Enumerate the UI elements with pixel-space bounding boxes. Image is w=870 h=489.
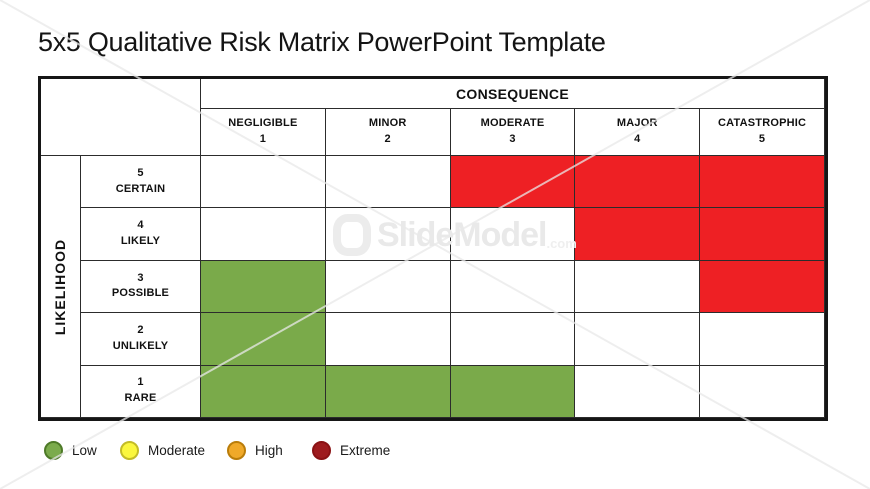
column-header-major: MAJOR 4 (575, 109, 701, 156)
row-name: UNLIKELY (112, 339, 169, 352)
column-name: CATASTROPHIC (718, 117, 807, 130)
legend-label: Extreme (340, 443, 391, 458)
corner-cell (41, 79, 201, 156)
column-number: 2 (384, 133, 391, 145)
row-name: LIKELY (120, 235, 161, 248)
row-number: 4 (137, 219, 144, 232)
matrix-cell-r3c1 (201, 260, 326, 314)
matrix-cell-r3c4 (575, 260, 701, 314)
legend-label: Low (72, 443, 97, 458)
legend-item-low: Low (44, 441, 97, 460)
column-header-negligible: NEGLIGIBLE 1 (201, 109, 326, 156)
row-header-certain: 5 CERTAIN (81, 156, 201, 209)
matrix-cell-r5c1 (201, 156, 326, 209)
matrix-cell-r3c5 (700, 260, 825, 314)
matrix-cell-r1c5 (700, 365, 825, 418)
matrix-cell-r1c4 (575, 365, 701, 418)
legend-item-extreme: Extreme (312, 441, 390, 460)
row-number: 1 (137, 376, 144, 389)
consequence-header: CONSEQUENCE (201, 79, 825, 109)
column-header-moderate: MODERATE 3 (450, 109, 576, 156)
column-header-minor: MINOR 2 (325, 109, 451, 156)
matrix-cell-r4c2 (325, 208, 451, 261)
matrix-cell-r4c1 (201, 208, 326, 261)
matrix-cell-r5c3 (450, 156, 576, 209)
matrix-cell-r1c2 (325, 365, 451, 418)
matrix-cell-r4c4 (575, 208, 701, 261)
row-number: 5 (137, 166, 144, 179)
column-number: 1 (259, 133, 267, 145)
matrix-cell-r1c1 (201, 365, 326, 418)
legend-item-high: High (227, 441, 283, 460)
matrix-cell-r4c5 (700, 208, 825, 261)
row-header-unlikely: 2 UNLIKELY (81, 313, 201, 366)
page-title: 5x5 Qualitative Risk Matrix PowerPoint T… (38, 27, 606, 57)
column-number: 4 (634, 133, 641, 145)
matrix-cell-r2c1 (201, 313, 326, 366)
column-number: 5 (758, 133, 766, 145)
matrix-cell-r1c3 (450, 365, 576, 418)
risk-matrix-table: CONSEQUENCE NEGLIGIBLE 1 MINOR 2 MODERAT… (38, 76, 828, 421)
moderate-swatch-icon (120, 441, 139, 460)
row-name: POSSIBLE (111, 287, 170, 300)
row-number: 2 (137, 323, 144, 336)
matrix-cell-r5c5 (700, 156, 825, 209)
column-name: NEGLIGIBLE (228, 117, 298, 130)
matrix-cell-r2c5 (700, 313, 825, 366)
matrix-cell-r4c3 (450, 208, 576, 261)
row-number: 3 (137, 271, 144, 284)
row-name: RARE (124, 392, 157, 405)
column-name: MINOR (368, 117, 407, 130)
matrix-cell-r3c2 (325, 260, 451, 314)
column-header-catastrophic: CATASTROPHIC 5 (700, 109, 825, 156)
legend-item-moderate: Moderate (120, 441, 205, 460)
matrix-cell-r2c3 (450, 313, 576, 366)
row-header-likely: 4 LIKELY (81, 208, 201, 261)
column-number: 3 (509, 133, 516, 145)
legend-label: High (255, 443, 283, 458)
matrix-cell-r5c4 (575, 156, 701, 209)
matrix-cell-r5c2 (325, 156, 451, 209)
column-name: MODERATE (480, 117, 545, 130)
matrix-cell-r2c4 (575, 313, 701, 366)
matrix-cell-r3c3 (450, 260, 576, 314)
row-header-rare: 1 RARE (81, 365, 201, 418)
high-swatch-icon (227, 441, 246, 460)
legend-label: Moderate (148, 443, 206, 458)
column-name: MAJOR (616, 117, 658, 130)
row-header-possible: 3 POSSIBLE (81, 260, 201, 314)
extreme-swatch-icon (312, 441, 331, 460)
likelihood-header: LIKELIHOOD (41, 156, 81, 418)
likelihood-header-label: LIKELIHOOD (52, 238, 69, 335)
legend: Low Moderate High Extreme (44, 441, 824, 463)
matrix-cell-r2c2 (325, 313, 451, 366)
low-swatch-icon (44, 441, 63, 460)
row-name: CERTAIN (115, 182, 166, 195)
